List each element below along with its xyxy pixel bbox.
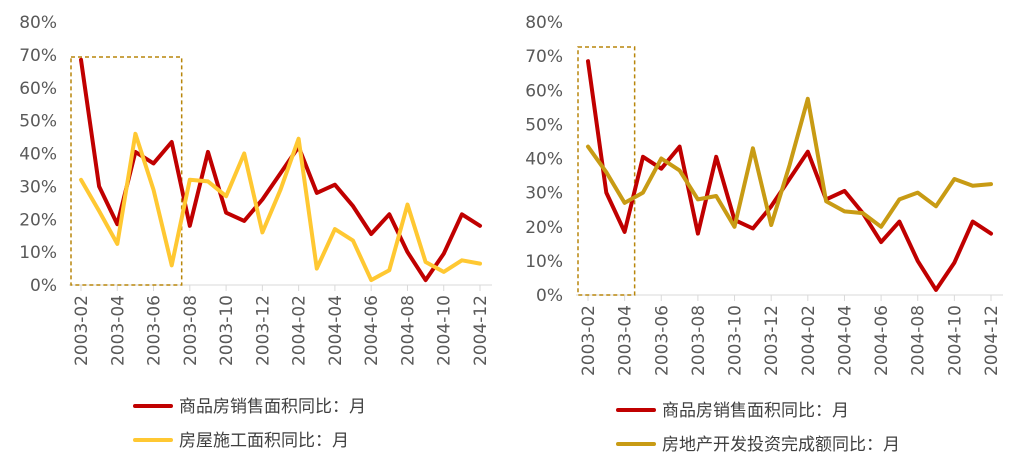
series-line-2	[586, 96, 993, 229]
x-tick-label: 2004-04	[326, 295, 346, 366]
x-tick-label: 2003-08	[689, 305, 709, 376]
x-tick-label: 2004-12	[471, 295, 491, 366]
x-tick-label: 2004-12	[982, 305, 1002, 376]
y-tick-label: 60%	[19, 79, 57, 99]
legend-label: 商品房销售面积同比：月	[179, 397, 366, 417]
x-tick-label: 2003-12	[253, 295, 273, 366]
series-line-1	[79, 57, 482, 283]
legend-label: 房地产开发投资完成额同比：月	[662, 435, 900, 455]
series-line-2	[79, 131, 482, 283]
x-tick-label: 2004-10	[435, 295, 455, 366]
y-tick-label: 80%	[19, 13, 57, 33]
x-tick-label: 2004-06	[362, 295, 382, 366]
right-chart-panel: 0% 10% 20% 30% 40% 50% 60% 70% 80% 2003-02 2003-04…	[525, 13, 1003, 455]
y-tick-label: 50%	[525, 115, 563, 135]
x-tick-label: 2003-08	[181, 295, 201, 366]
legend-label: 房屋施工面积同比：月	[179, 431, 349, 451]
y-tick-label: 30%	[525, 184, 563, 204]
x-tick-label: 2004-02	[290, 295, 310, 366]
series-line-1	[586, 59, 993, 292]
highlight-box	[70, 56, 183, 286]
y-tick-label: 40%	[19, 145, 57, 165]
x-tick-label: 2003-10	[726, 305, 746, 376]
x-tick-label: 2003-02	[579, 305, 599, 376]
x-tick-label: 2003-06	[652, 305, 672, 376]
x-tick-label: 2004-08	[398, 295, 418, 366]
x-tick-label: 2003-04	[616, 305, 636, 376]
x-tick-label: 2004-02	[799, 305, 819, 376]
y-tick-label: 0%	[536, 286, 563, 306]
x-tick-label: 2003-02	[72, 295, 92, 366]
x-tick-label: 2003-04	[108, 295, 128, 366]
y-tick-label: 10%	[19, 243, 57, 263]
y-tick-label: 20%	[525, 218, 563, 238]
x-tick-label: 2004-06	[872, 305, 892, 376]
legend-label: 商品房销售面积同比：月	[662, 401, 849, 421]
y-tick-label: 10%	[525, 252, 563, 272]
x-tick-label: 2003-12	[762, 305, 782, 376]
x-tick-label: 2004-04	[835, 305, 855, 376]
y-tick-label: 30%	[19, 177, 57, 197]
y-tick-label: 80%	[525, 13, 563, 33]
y-tick-label: 60%	[525, 81, 563, 101]
y-tick-label: 20%	[19, 210, 57, 230]
y-tick-label: 70%	[525, 47, 563, 67]
highlight-box	[577, 46, 636, 296]
y-tick-label: 70%	[19, 46, 57, 66]
y-tick-label: 50%	[19, 112, 57, 132]
left-chart-panel: 0% 10% 20% 30% 40% 50% 60% 70% 80% 2003-02 2003-04…	[19, 13, 492, 451]
x-tick-label: 2003-10	[217, 295, 237, 366]
y-tick-label: 40%	[525, 150, 563, 170]
x-tick-label: 2004-08	[909, 305, 929, 376]
x-tick-label: 2004-10	[945, 305, 965, 376]
y-tick-label: 0%	[30, 276, 57, 296]
x-tick-label: 2003-06	[145, 295, 165, 366]
